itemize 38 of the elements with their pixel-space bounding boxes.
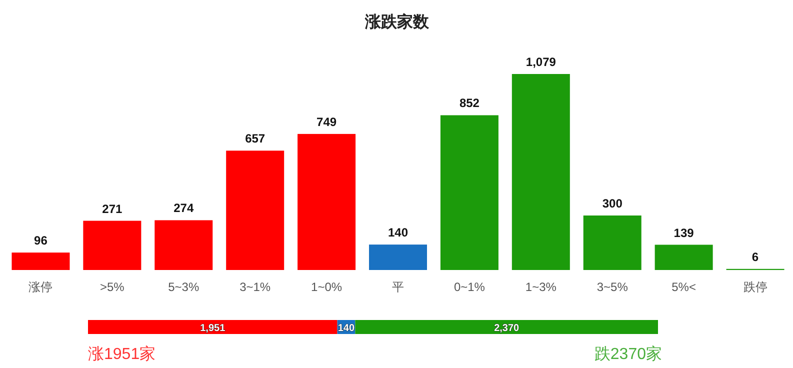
chart-title: 涨跌家数 — [364, 12, 430, 31]
data-label: 139 — [674, 226, 694, 240]
data-label: 1,079 — [526, 55, 556, 69]
data-label: 6 — [752, 250, 759, 264]
bar — [226, 150, 284, 270]
x-tick-label: 5%< — [672, 280, 696, 294]
x-tick-label: 3~1% — [240, 280, 271, 294]
bar — [369, 244, 427, 270]
bar — [12, 252, 70, 270]
data-label: 140 — [338, 323, 356, 334]
bar — [154, 220, 213, 270]
bar — [583, 216, 642, 270]
data-label: 1,951 — [200, 323, 226, 334]
data-label: 749 — [316, 114, 337, 129]
data-label: 2,370 — [494, 323, 520, 334]
x-tick-label: 跌停 — [743, 280, 768, 294]
bar — [654, 244, 713, 270]
x-tick-label: 5~3% — [168, 280, 200, 294]
text: 跌2370家 — [594, 345, 662, 363]
data-label: 852 — [459, 96, 480, 110]
data-label: 300 — [602, 196, 623, 211]
x-tick-label: >5% — [100, 280, 125, 294]
data-label: 657 — [245, 132, 266, 146]
x-tick-label: 涨停 — [28, 280, 53, 294]
bar — [440, 115, 498, 270]
data-label: 271 — [102, 202, 123, 216]
bar — [512, 74, 570, 270]
x-tick-label: 0~1% — [454, 280, 486, 294]
data-label: 140 — [388, 226, 408, 240]
x-tick-label: 3~5% — [596, 280, 628, 294]
data-label: 274 — [174, 201, 194, 216]
bar — [298, 134, 356, 270]
data-label: 96 — [34, 234, 48, 248]
bar — [83, 220, 142, 270]
x-tick-label: 1~0% — [311, 280, 342, 294]
x-tick-label: 1~3% — [525, 280, 557, 294]
x-tick-label: 平 — [392, 280, 404, 294]
text: 涨1951家 — [88, 345, 156, 363]
